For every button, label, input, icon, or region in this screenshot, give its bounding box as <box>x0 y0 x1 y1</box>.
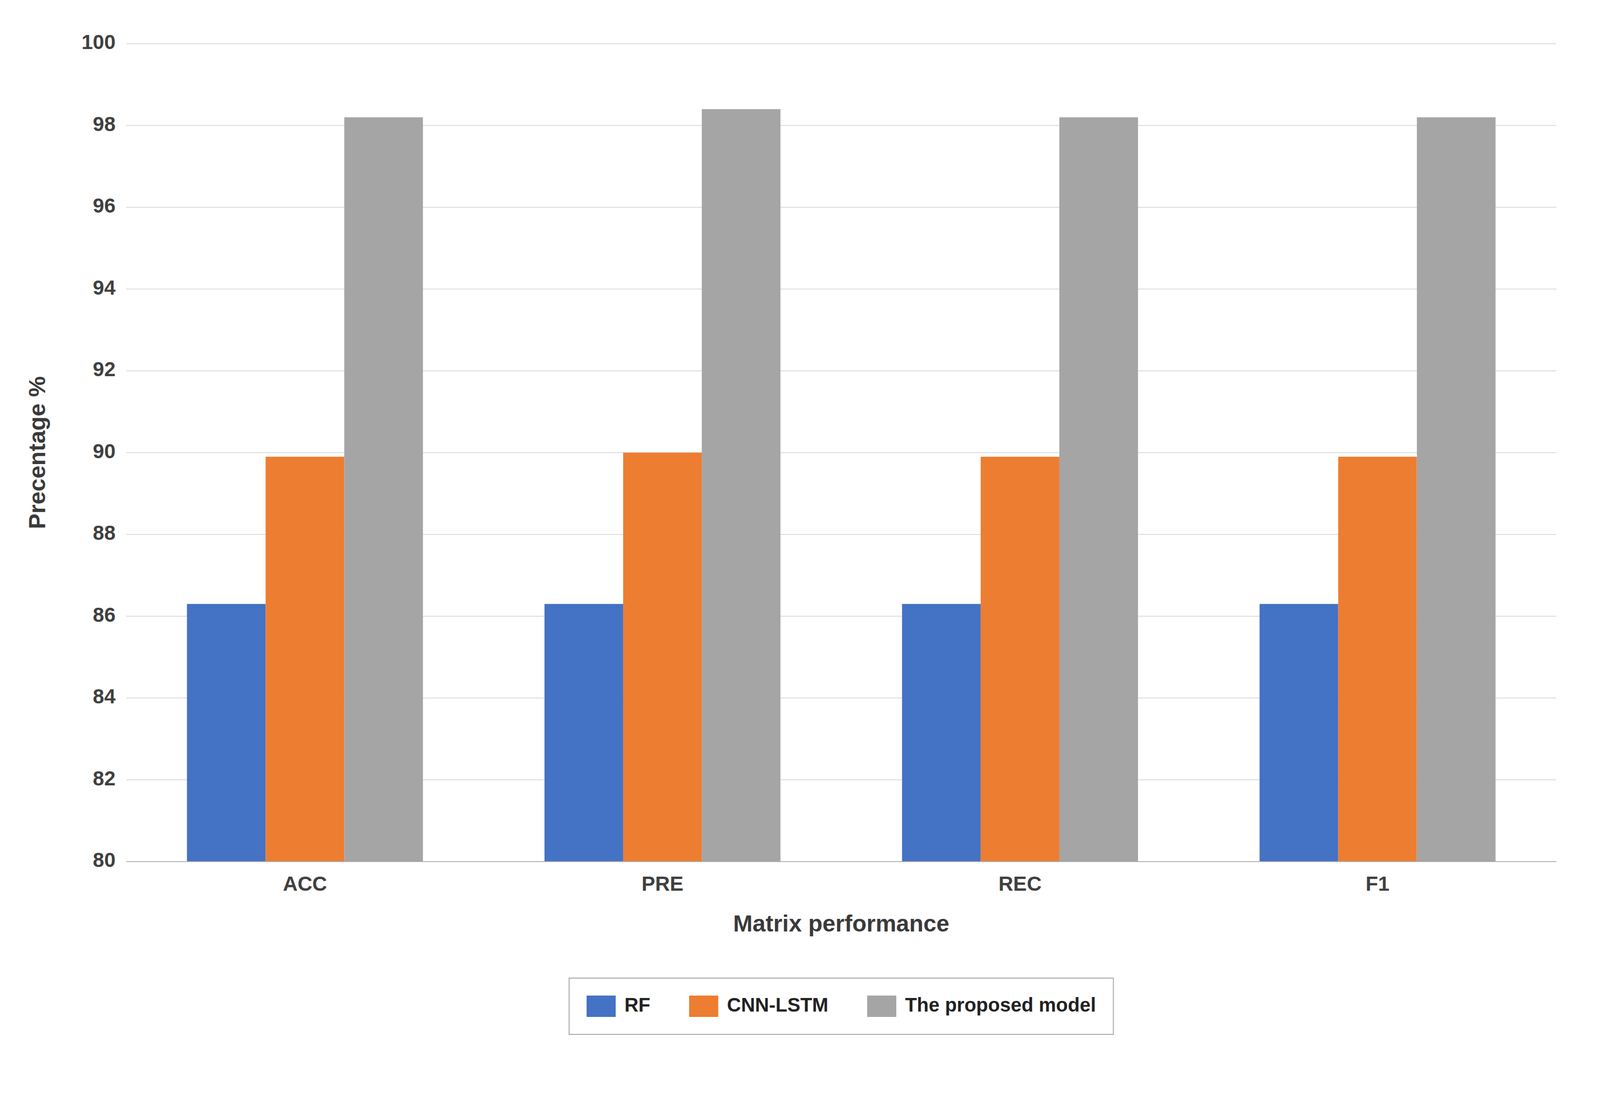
grid-line <box>126 860 1557 862</box>
grid-line <box>126 452 1557 454</box>
y-tick-label: 98 <box>92 112 116 136</box>
legend-swatch <box>586 995 616 1017</box>
legend-item: CNN-LSTM <box>689 993 829 1017</box>
x-tick-labels: ACC PRE REC F1 <box>282 872 1390 895</box>
y-tick-label: 96 <box>92 194 116 217</box>
legend-label: CNN-LSTM <box>726 993 829 1016</box>
series <box>265 452 1417 862</box>
x-axis-label: Matrix performance <box>733 910 950 937</box>
bar <box>623 452 702 862</box>
y-tick-label: 82 <box>92 766 116 790</box>
bars <box>186 109 1496 862</box>
chart: 80 82 84 86 88 90 92 94 96 98 100 ACC PRE REC F1 Matrix… <box>0 0 1600 1114</box>
bar <box>1059 117 1139 862</box>
grid-line <box>126 43 1557 45</box>
y-axis-label: Precentage % <box>24 376 50 529</box>
legend-swatch <box>689 995 719 1017</box>
legend-label: The proposed model <box>905 993 1096 1016</box>
bar <box>344 117 423 862</box>
bar <box>980 456 1060 862</box>
grid-line <box>126 125 1557 127</box>
grid-line <box>126 370 1557 372</box>
y-tick-label: 80 <box>92 848 116 872</box>
legend: RF CNN-LSTM The proposed model <box>569 977 1114 1035</box>
bar <box>902 603 981 862</box>
y-tick-label: 88 <box>92 521 116 545</box>
x-tick-label: PRE <box>641 872 684 895</box>
grid-line <box>126 206 1557 208</box>
bar <box>265 456 345 862</box>
bar <box>186 603 266 862</box>
legend-frame <box>569 977 1114 1035</box>
x-tick-label: REC <box>998 872 1042 895</box>
grid-line <box>126 288 1557 290</box>
legend-item: RF <box>586 993 651 1017</box>
bar <box>1259 603 1338 862</box>
bar <box>1417 117 1496 862</box>
series <box>344 109 1496 862</box>
y-tick-label: 86 <box>92 603 116 627</box>
y-tick-label: 94 <box>92 276 116 299</box>
legend-item: The proposed model <box>867 993 1096 1017</box>
legend-label: RF <box>624 993 651 1016</box>
y-tick-labels: 80 82 84 86 88 90 92 94 96 98 100 <box>81 30 116 872</box>
bar <box>544 603 624 862</box>
bar <box>1338 456 1418 862</box>
x-axis-line <box>126 860 1557 862</box>
y-tick-label: 90 <box>92 439 116 463</box>
legend-swatch <box>867 995 897 1017</box>
x-tick-label: ACC <box>282 872 328 895</box>
x-tick-label: F1 <box>1365 872 1390 895</box>
y-tick-label: 92 <box>92 357 116 381</box>
bar <box>701 109 781 862</box>
y-tick-label: 84 <box>92 684 116 708</box>
chart-container: 80 82 84 86 88 90 92 94 96 98 100 ACC PRE REC F1 Matrix… <box>0 0 1600 1114</box>
y-tick-label: 100 <box>81 30 116 54</box>
